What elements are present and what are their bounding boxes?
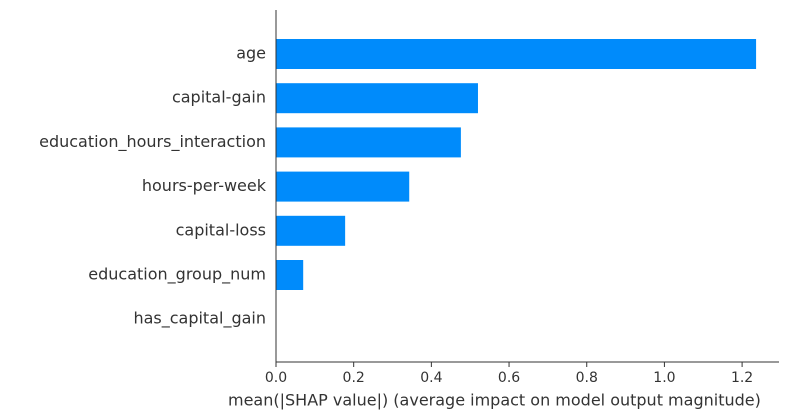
x-axis-label: mean(|SHAP value|) (average impact on mo… (228, 391, 761, 410)
x-tick-label: 1.0 (653, 370, 675, 386)
bar (276, 83, 478, 114)
bar (276, 171, 410, 202)
x-tick-label: 0.2 (343, 370, 365, 386)
y-tick-label: capital-gain (172, 88, 266, 107)
y-tick-label: education_group_num (88, 265, 266, 285)
y-tick-label: has_capital_gain (133, 309, 266, 329)
x-tick-label: 0.4 (420, 370, 442, 386)
x-tick-label: 0.0 (265, 370, 287, 386)
x-tick-label: 1.2 (731, 370, 753, 386)
y-tick-label: education_hours_interaction (39, 132, 266, 152)
x-tick-label: 0.6 (498, 370, 520, 386)
y-tick-label: hours-per-week (142, 176, 267, 195)
bar (276, 127, 461, 158)
bar (276, 215, 346, 246)
bar (276, 39, 757, 69)
bar (276, 260, 304, 290)
y-tick-label: age (236, 44, 266, 63)
y-tick-label: capital-loss (176, 220, 266, 239)
x-tick-label: 0.8 (576, 370, 598, 386)
